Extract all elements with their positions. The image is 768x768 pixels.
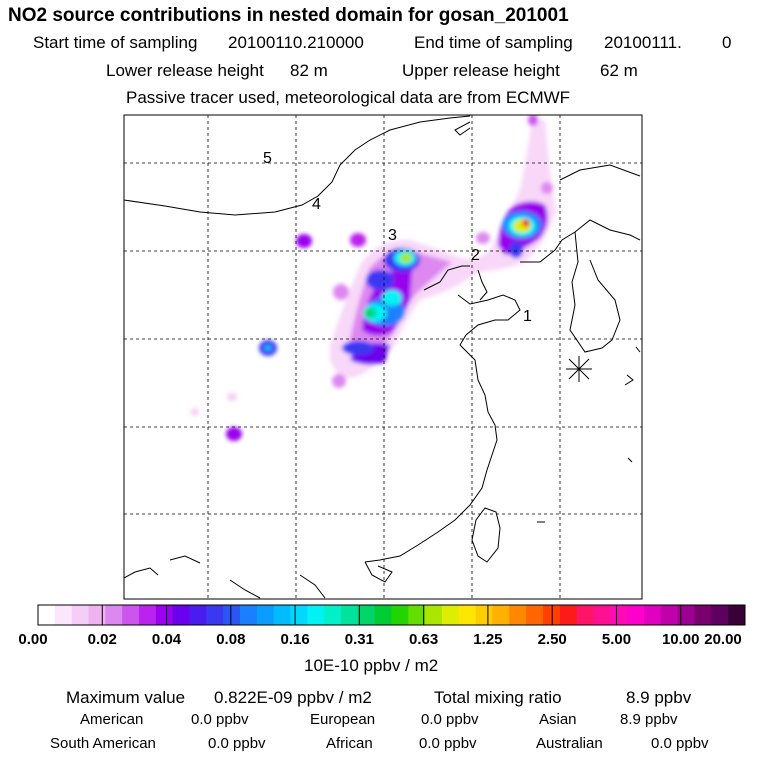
region-american-value: 0.0 ppbv	[191, 711, 249, 728]
region-australian-value: 0.0 ppbv	[651, 735, 709, 752]
colorbar-tick-label: 0.63	[409, 631, 439, 648]
colorbar-tick-label: 20.00	[704, 631, 742, 648]
colorbar-swatch	[576, 605, 594, 625]
colorbar-swatch	[54, 605, 73, 625]
region-african-name: African	[326, 735, 373, 752]
colorbar-tick-label: 2.50	[537, 631, 567, 648]
region-label-2: 2	[471, 247, 480, 264]
total-mixing-label: Total mixing ratio	[434, 688, 562, 707]
colorbar	[37, 604, 746, 626]
end-time-label: End time of sampling	[414, 33, 573, 52]
region-label-1: 1	[523, 308, 532, 325]
total-mixing-value: 8.9 ppbv	[626, 688, 692, 707]
colorbar-swatch	[273, 605, 291, 625]
colorbar-swatch	[223, 605, 241, 625]
colorbar-swatch	[189, 605, 207, 625]
lat-lon-grid	[124, 115, 642, 599]
max-value: 0.822E-09 ppbv / m2	[214, 688, 372, 707]
colorbar-swatch	[660, 605, 679, 625]
colorbar-swatch	[290, 605, 308, 625]
colorbar-swatch	[139, 605, 157, 625]
colorbar-tick-label: 0.08	[216, 631, 246, 648]
end-time-extra: 0	[722, 33, 732, 52]
concentration-field	[191, 115, 556, 441]
colorbar-swatch	[543, 605, 561, 625]
colorbar-swatch	[38, 605, 56, 625]
lower-release-label: Lower release height	[106, 61, 264, 80]
colorbar-tick-label: 5.00	[601, 631, 632, 648]
colorbar-swatch	[374, 605, 392, 625]
colorbar-swatch	[71, 605, 89, 625]
colorbar-tick-label: 0.31	[344, 631, 374, 648]
region-label-4: 4	[312, 196, 321, 213]
colorbar-swatch	[475, 605, 493, 625]
lower-release-value: 82 m	[290, 61, 328, 80]
region-australian-name: Australian	[536, 735, 603, 752]
coastline	[124, 115, 641, 599]
map-frame	[123, 114, 643, 600]
colorbar-tick-label: 10.00	[661, 631, 700, 648]
colorbar-swatch	[644, 605, 662, 625]
upper-release-label: Upper release height	[402, 61, 560, 80]
colorbar-swatch	[391, 605, 409, 625]
region-african-value: 0.0 ppbv	[419, 735, 477, 752]
colorbar-tick-label: 1.25	[473, 631, 503, 648]
region-asian-name: Asian	[539, 711, 577, 728]
region-south-american-value: 0.0 ppbv	[208, 735, 266, 752]
colorbar-swatch	[324, 605, 342, 625]
colorbar-tick-label: 0.16	[280, 631, 310, 648]
region-european-value: 0.0 ppbv	[421, 711, 479, 728]
colorbar-swatch	[88, 605, 106, 625]
colorbar-tick-label: 0.00	[18, 631, 48, 648]
colorbar-swatch	[357, 605, 376, 625]
colorbar-swatch	[122, 605, 140, 625]
max-value-label: Maximum value	[66, 688, 186, 707]
colorbar-units: 10E-10 ppbv / m2	[304, 656, 439, 675]
colorbar-swatch	[728, 605, 746, 625]
colorbar-frame	[37, 604, 746, 626]
colorbar-swatch	[458, 605, 477, 625]
start-time-value: 20100110.210000	[228, 33, 364, 52]
colorbar-swatch	[526, 605, 544, 625]
colorbar-swatch	[492, 605, 510, 625]
colorbar-swatch	[425, 605, 443, 625]
colorbar-swatch	[240, 605, 258, 625]
colorbar-swatch	[341, 605, 359, 625]
colorbar-swatch	[694, 605, 712, 625]
region-label-5: 5	[263, 150, 272, 167]
colorbar-swatch	[172, 605, 190, 625]
region-european-name: European	[310, 711, 376, 728]
colorbar-swatch	[677, 605, 695, 625]
colorbar-swatch	[307, 605, 325, 625]
colorbar-swatch	[206, 605, 224, 625]
upper-release-value: 62 m	[600, 61, 638, 80]
end-time-value: 20100111.	[604, 33, 682, 52]
colorbar-swatch	[442, 605, 460, 625]
asterisk-icon	[566, 356, 592, 382]
colorbar-swatch	[559, 605, 578, 625]
tracer-note: Passive tracer used, meteorological data…	[126, 88, 571, 107]
colorbar-swatch	[711, 605, 729, 625]
colorbar-swatch	[610, 605, 628, 625]
colorbar-tick-label: 0.04	[151, 631, 182, 648]
colorbar-swatch	[509, 605, 527, 625]
colorbar-swatch	[155, 605, 174, 625]
region-american-name: American	[80, 711, 144, 728]
colorbar-swatch	[256, 605, 275, 625]
plot-title: NO2 source contributions in nested domai…	[8, 5, 569, 26]
start-time-label: Start time of sampling	[33, 33, 198, 52]
colorbar-swatch	[408, 605, 426, 625]
region-label-3: 3	[388, 227, 397, 244]
colorbar-swatch	[593, 605, 611, 625]
colorbar-swatch	[105, 605, 123, 625]
colorbar-tick-label: 0.02	[87, 631, 117, 648]
region-south-american-name: South American	[50, 735, 156, 752]
region-asian-value: 8.9 ppbv	[620, 711, 678, 728]
colorbar-swatch	[627, 605, 645, 625]
